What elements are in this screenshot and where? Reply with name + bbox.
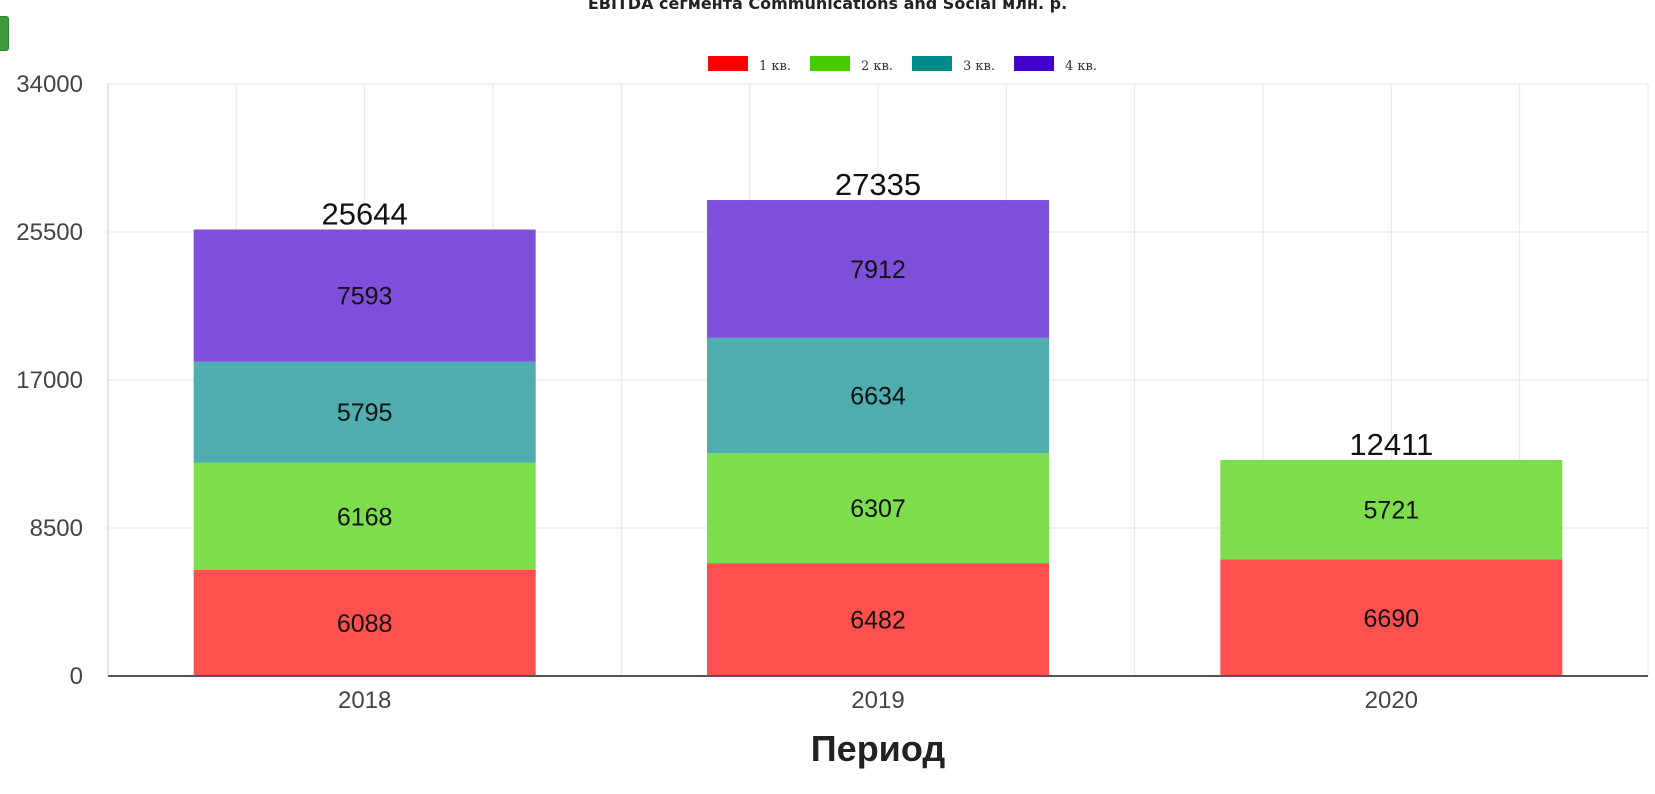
bar-segment [1220, 559, 1563, 676]
bar-segment [193, 361, 536, 463]
legend-swatch [1014, 56, 1054, 71]
x-tick-label: 2018 [338, 687, 391, 714]
bar-data-label: 6482 [850, 607, 906, 635]
bar-segment [707, 563, 1049, 676]
legend-swatch [912, 56, 952, 71]
bar-segment [193, 569, 536, 676]
y-tick-label: 8500 [30, 515, 83, 542]
bar-segment [1220, 459, 1563, 560]
y-tick-label: 17000 [16, 367, 83, 394]
bar-data-label: 7912 [850, 256, 906, 284]
legend-label: 1 кв. [759, 59, 791, 74]
axes: 0 8500 17000 25500 34000 2018 2019 2020 [16, 71, 1648, 714]
bar-data-label: 7593 [337, 283, 393, 311]
bar-segment [193, 462, 536, 570]
bars: 6088 6168 5795 7593 25644 6482 6307 6634 7912 273… [193, 167, 1563, 676]
chart-title: EBITDA сегмента Communications and Socia… [587, 0, 1068, 13]
bar-data-label: 5721 [1364, 497, 1420, 525]
bar-segment [193, 229, 536, 362]
x-tick-label: 2019 [851, 687, 904, 714]
bar-segment [707, 453, 1049, 564]
legend-label: 4 кв. [1065, 59, 1097, 74]
side-tab-button[interactable] [0, 16, 9, 51]
bar-total-label: 12411 [1349, 427, 1433, 462]
x-tick-label: 2020 [1365, 687, 1418, 714]
legend-swatch [810, 56, 850, 71]
legend: 1 кв. 2 кв. 3 кв. 4 кв. [708, 56, 1097, 74]
bar-segment [707, 200, 1049, 338]
bar-total-label: 25644 [322, 196, 408, 231]
y-tick-label: 34000 [16, 71, 83, 98]
bar-data-label: 6168 [337, 503, 393, 531]
y-tick-label: 0 [70, 663, 83, 690]
x-axis-title: Период [811, 728, 946, 769]
bar-total-label: 27335 [835, 167, 921, 202]
legend-swatch [708, 56, 748, 71]
y-tick-label: 25500 [16, 219, 83, 246]
legend-label: 2 кв. [861, 59, 893, 74]
bar-data-label: 5795 [337, 399, 393, 427]
legend-label: 3 кв. [963, 59, 995, 74]
bar-data-label: 6690 [1364, 605, 1420, 633]
bar-segment [707, 337, 1049, 454]
bar-data-label: 6307 [850, 495, 906, 523]
bar-data-label: 6634 [850, 383, 906, 411]
bar-data-label: 6088 [337, 610, 393, 638]
